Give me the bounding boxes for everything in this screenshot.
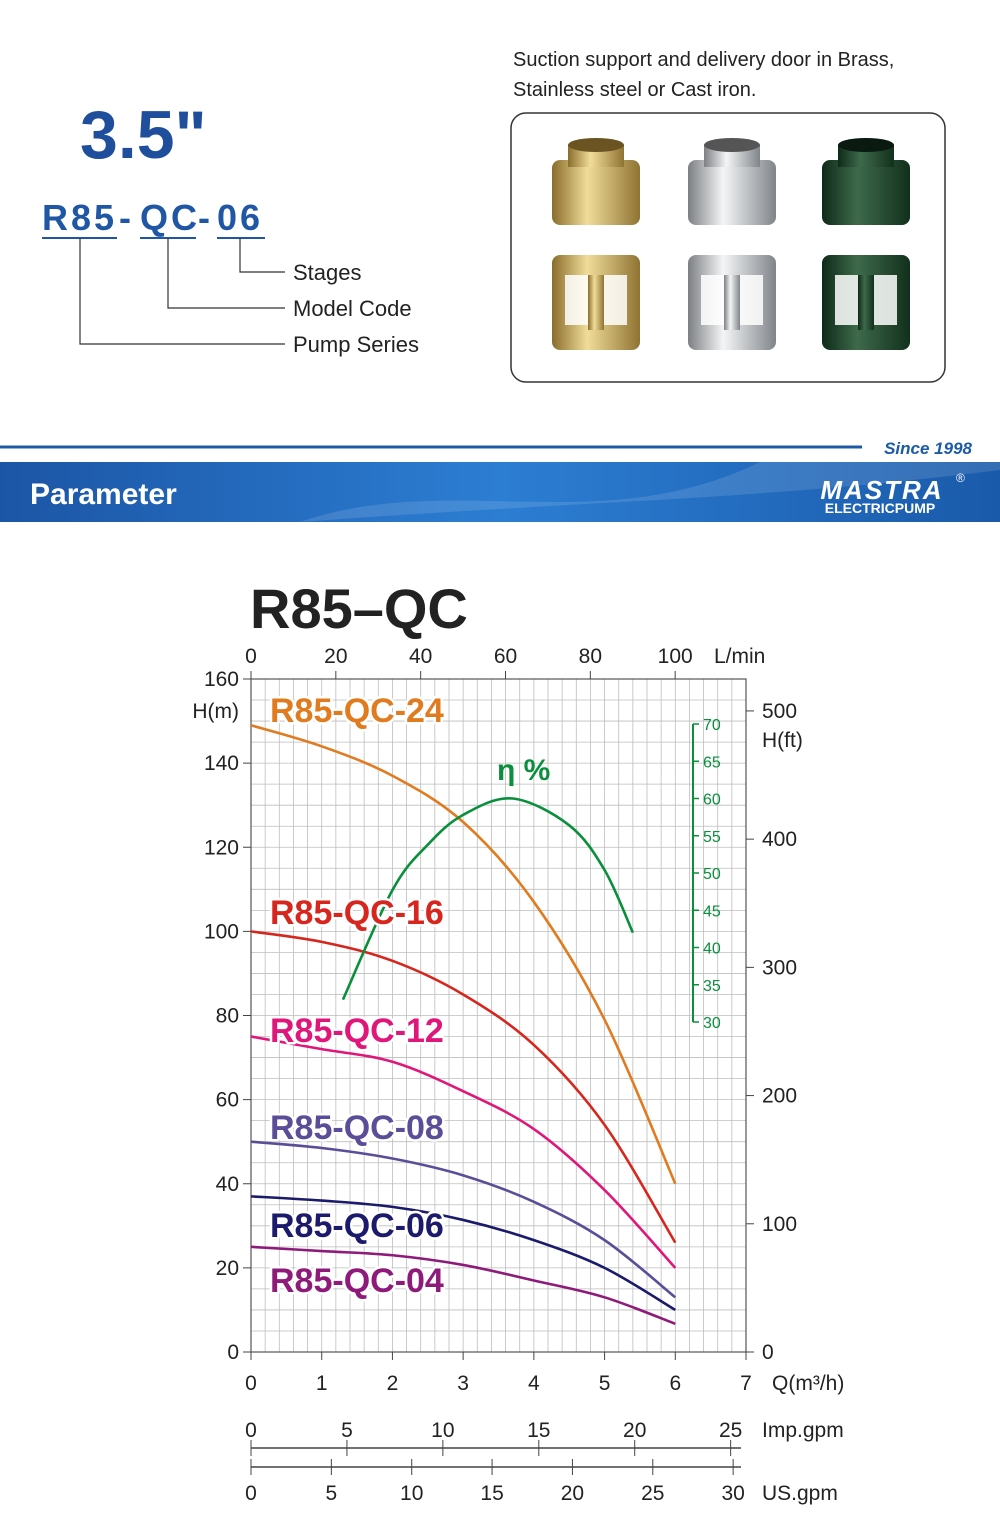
eta-tick-label: 30	[703, 1015, 721, 1032]
us-axis-label: US.gpm	[762, 1482, 838, 1505]
head-line	[250, 1140, 677, 1299]
y-tick-label: 0	[227, 1341, 239, 1364]
head-line	[250, 1245, 676, 1326]
y-tick-label: 60	[216, 1089, 239, 1112]
banner-title: Parameter	[30, 478, 177, 511]
eta-tick-label: 70	[703, 717, 721, 734]
top-tick-label: 0	[245, 645, 257, 668]
material-text: Suction support and delivery door in Bra…	[513, 49, 894, 71]
eta-tick-label: 55	[703, 829, 721, 846]
x-tick-label: 4	[528, 1372, 540, 1395]
code-model: QC	[140, 197, 200, 238]
series-label: R85-QC-12	[270, 1012, 444, 1050]
series-label: R85-QC-16	[270, 894, 444, 932]
x-tick-label: 5	[599, 1372, 611, 1395]
x-axis-label: Q(m³/h)	[772, 1372, 844, 1395]
code-label: Pump Series	[293, 332, 419, 357]
y-tick-label: 120	[204, 836, 239, 859]
x-tick-label: 2	[387, 1372, 399, 1395]
top-axis-label: L/min	[714, 645, 765, 668]
y-axis-label: H(m)	[192, 700, 239, 723]
series-label: R85-QC-06	[270, 1207, 444, 1245]
top-tick-label: 40	[409, 645, 432, 668]
code-stages: 06	[217, 197, 263, 238]
code-sep: -	[119, 197, 134, 238]
head-line	[250, 724, 677, 1185]
top-tick-label: 80	[579, 645, 602, 668]
y2-tick-label: 100	[762, 1213, 797, 1236]
eta-tick-label: 65	[703, 754, 721, 771]
top-tick-label: 20	[324, 645, 347, 668]
y2-tick-label: 300	[762, 956, 797, 979]
y-tick-label: 40	[216, 1173, 239, 1196]
x-tick-label: 7	[740, 1372, 752, 1395]
banner-bar	[0, 462, 1000, 522]
material-text: Stainless steel or Cast iron.	[513, 79, 756, 101]
since: Since 1998	[884, 439, 972, 458]
imp-tick-label: 0	[245, 1419, 257, 1442]
series-label: R85-QC-08	[270, 1109, 444, 1147]
y-tick-label: 160	[204, 668, 239, 691]
us-tick-label: 0	[245, 1482, 257, 1505]
head-line	[250, 1035, 677, 1269]
y2-tick-label: 0	[762, 1341, 774, 1364]
head-line	[250, 1195, 676, 1312]
logo: MASTRA	[820, 475, 943, 505]
us-tick-label: 10	[400, 1482, 423, 1505]
y-tick-label: 80	[216, 1005, 239, 1028]
banner-wave	[300, 462, 1000, 522]
efficiency-line	[341, 797, 635, 1001]
eta-axis-label: η %	[497, 754, 550, 787]
imp-axis-label: Imp.gpm	[762, 1419, 844, 1442]
head-line	[250, 930, 677, 1244]
us-tick-label: 5	[326, 1482, 338, 1505]
series-label: R85-QC-04	[270, 1262, 444, 1300]
imp-tick-label: 10	[431, 1419, 454, 1442]
code-label: Model Code	[293, 296, 412, 321]
pump-size: 3.5"	[80, 97, 207, 173]
us-tick-label: 15	[480, 1482, 503, 1505]
series-label: R85-QC-24	[270, 692, 444, 730]
eta-tick-label: 35	[703, 978, 721, 995]
imp-tick-label: 20	[623, 1419, 646, 1442]
code-label: Stages	[293, 260, 362, 285]
y-tick-label: 140	[204, 752, 239, 775]
us-tick-label: 20	[561, 1482, 584, 1505]
x-tick-label: 3	[457, 1372, 469, 1395]
y2-tick-label: 200	[762, 1085, 797, 1108]
chart: 0 1 2 3 4 5 6 7 Q(m³/h)020406080100120140160H(m)…	[192, 645, 844, 1505]
registered: ®	[956, 471, 965, 485]
x-tick-label: 1	[316, 1372, 328, 1395]
code-series: R85	[42, 197, 117, 238]
y2-axis-label: H(ft)	[762, 729, 803, 752]
imp-tick-label: 15	[527, 1419, 550, 1442]
y2-tick-label: 500	[762, 700, 797, 723]
us-tick-label: 30	[721, 1482, 744, 1505]
imp-tick-label: 25	[719, 1419, 742, 1442]
y-tick-label: 100	[204, 920, 239, 943]
eta-tick-label: 40	[703, 941, 721, 958]
logo-sub: ELECTRICPUMP	[825, 500, 935, 516]
code-sep: -	[198, 197, 213, 238]
top-tick-label: 60	[494, 645, 517, 668]
y2-tick-label: 400	[762, 828, 797, 851]
eta-tick-label: 60	[703, 792, 721, 809]
eta-tick-label: 45	[703, 903, 721, 920]
us-tick-label: 25	[641, 1482, 664, 1505]
y-tick-label: 20	[216, 1257, 239, 1280]
chart-title: R85–QC	[250, 577, 468, 640]
product-images	[552, 138, 910, 350]
code-brackets	[79, 238, 285, 345]
x-tick-label: 6	[669, 1372, 681, 1395]
eta-tick-label: 50	[703, 866, 721, 883]
top-tick-label: 100	[658, 645, 693, 668]
imp-tick-label: 5	[341, 1419, 353, 1442]
x-tick-label: 0	[245, 1372, 257, 1395]
